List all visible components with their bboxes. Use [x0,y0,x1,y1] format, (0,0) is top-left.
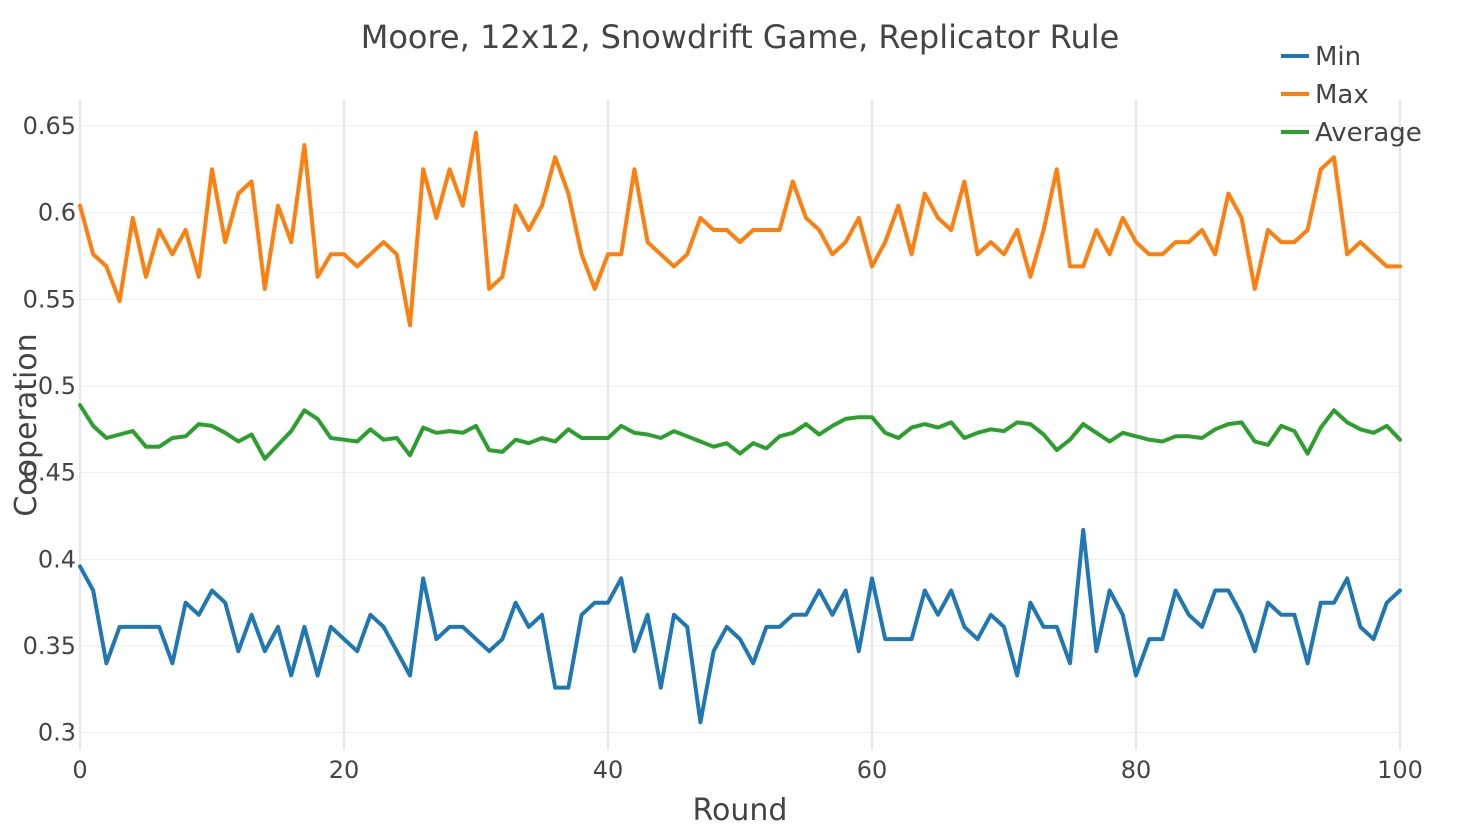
legend-item-min[interactable]: Min [1281,42,1361,72]
y-axis-ticks: 0.3 0.35 0.4 0.45 0.5 0.55 0.6 0.65 [23,112,76,747]
y-tick-label: 0.35 [23,632,76,660]
series-lines [78,130,1402,725]
chart-title: Moore, 12x12, Snowdrift Game, Replicator… [361,18,1120,56]
x-tick-label: 80 [1121,756,1152,784]
legend-item-max[interactable]: Max [1281,80,1369,110]
y-tick-label: 0.6 [38,199,76,227]
legend-label: Max [1315,80,1369,110]
x-tick-label: 100 [1377,756,1423,784]
legend-label: Min [1315,42,1361,72]
y-tick-label: 0.3 [38,719,76,747]
grid [79,100,1401,750]
legend: Min Max Average [1281,42,1422,148]
x-tick-label: 60 [857,756,888,784]
x-axis-ticks: 0 20 40 60 80 100 [72,756,1423,784]
y-tick-label: 0.5 [38,372,76,400]
y-tick-label: 0.45 [23,459,76,487]
x-tick-label: 40 [593,756,624,784]
y-tick-label: 0.55 [23,285,76,313]
legend-item-average[interactable]: Average [1281,118,1422,148]
x-tick-label: 0 [72,756,87,784]
x-axis-title: Round [693,793,788,828]
y-tick-label: 0.4 [38,545,76,573]
legend-label: Average [1315,118,1422,148]
series-line-average [78,403,1402,461]
x-tick-label: 20 [329,756,360,784]
series-line-max [78,130,1402,328]
y-tick-label: 0.65 [23,112,76,140]
series-line-min [78,527,1402,725]
y-axis-title: Cooperation [9,333,44,516]
